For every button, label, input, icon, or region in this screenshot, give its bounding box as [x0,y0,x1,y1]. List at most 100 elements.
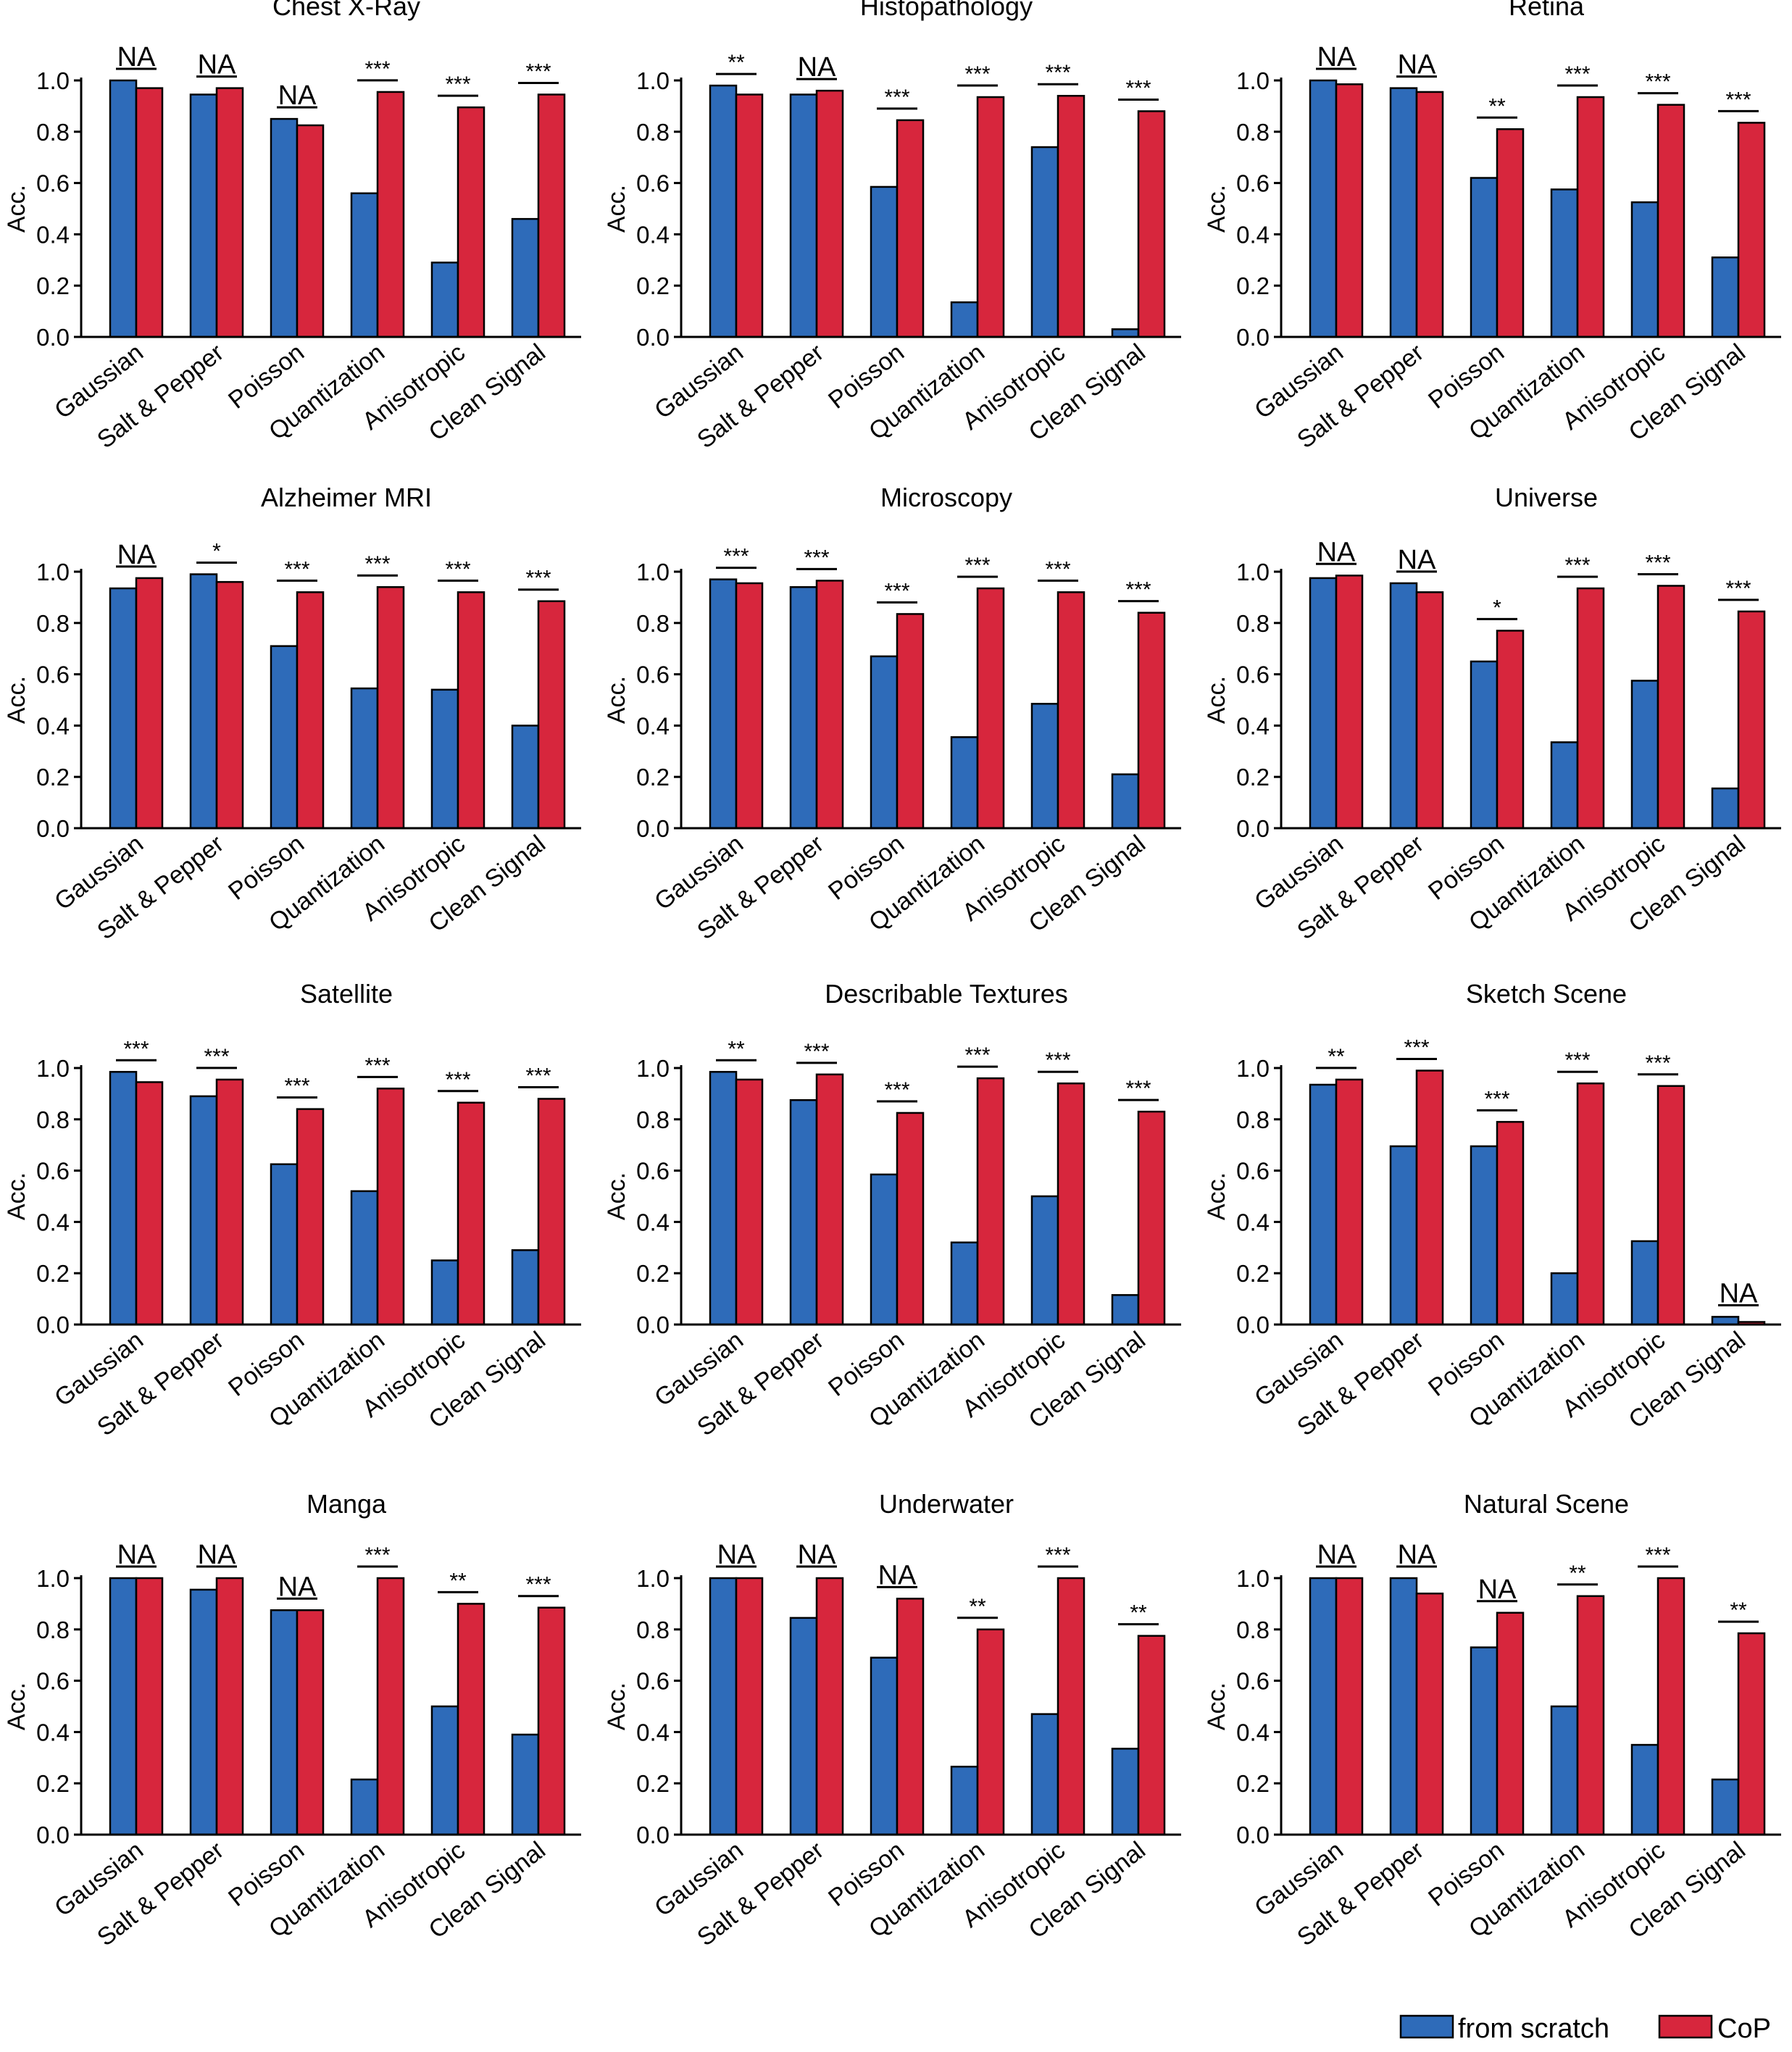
bar-cop-salt-pepper [215,1577,244,1836]
bar-cop-poisson [896,1598,925,1836]
significance-label: *** [1645,70,1670,94]
bar-cop-quantization [376,1577,405,1836]
significance-label: *** [884,1078,909,1102]
bar-cop-anisotropic [457,591,485,830]
significance-label: *** [284,1075,309,1098]
y-tick-label: 0.2 [1236,1770,1270,1797]
bar-cop-poisson [296,124,325,338]
bar-from-scratch-quantization [350,1190,379,1326]
y-tick-label: 0.6 [636,1668,670,1695]
bar-from-scratch-gaussian [1309,577,1338,830]
bar-from-scratch-anisotropic [430,1705,459,1836]
significance-label: *** [964,1043,990,1067]
bar-from-scratch-gaussian [109,79,138,338]
bar-cop-poisson [896,613,925,830]
significance-label: NA [1398,50,1436,80]
y-tick-label: 0.8 [1236,119,1270,146]
bar-from-scratch-salt-pepper [189,93,218,338]
y-tick-label: 0.6 [1236,170,1270,197]
bar-from-scratch-clean-signal [1111,1748,1140,1836]
significance-label: *** [1125,578,1151,602]
bar-from-scratch-salt-pepper [1389,1145,1418,1326]
panel-title: Chest X-Ray [272,0,420,21]
bar-from-scratch-salt-pepper [789,1617,818,1836]
bar-from-scratch-clean-signal [1711,256,1740,338]
significance-label: *** [1725,88,1751,112]
y-tick-label: 1.0 [36,1055,70,1082]
bar-cop-gaussian [735,1078,764,1326]
bar-cop-anisotropic [1057,94,1085,338]
bar-cop-poisson [1496,128,1525,338]
bar-cop-clean-signal [537,93,566,338]
significance-label: ** [1730,1598,1747,1622]
bar-cop-poisson [296,591,325,830]
bar-cop-quantization [1576,1082,1605,1326]
y-tick-label: 1.0 [636,67,670,94]
significance-label: NA [1317,537,1356,567]
panel-title: Natural Scene [1464,1489,1629,1519]
bar-from-scratch-quantization [950,736,979,830]
significance-label: ** [1488,94,1506,118]
significance-label: NA [198,1540,236,1570]
y-tick-label: 0.6 [36,1158,70,1185]
significance-label: ** [1130,1601,1147,1625]
significance-label: NA [117,1540,156,1570]
panel-title: Retina [1509,0,1585,21]
bar-cop-salt-pepper [815,1577,844,1836]
bar-cop-quantization [976,1628,1005,1836]
y-tick-label: 0.0 [36,1822,70,1848]
bar-cop-clean-signal [537,1606,566,1836]
y-tick-label: 0.0 [636,1311,670,1338]
bar-cop-quantization [976,1077,1005,1326]
significance-label: *** [445,1068,470,1092]
bar-cop-anisotropic [1656,585,1685,830]
panel-title: Underwater [879,1489,1014,1519]
significance-label: *** [364,1543,390,1567]
significance-label: *** [525,1573,551,1597]
bar-cop-quantization [376,585,405,830]
significance-label: *** [123,1037,149,1061]
y-tick-label: 0.0 [636,324,670,351]
significance-label: *** [804,1040,829,1064]
panel-chest-x-ray: Chest X-RayAcc.0.00.20.40.60.81.0Gaussia… [3,0,581,454]
y-tick-label: 0.8 [636,1106,670,1133]
bar-cop-salt-pepper [815,580,844,830]
bar-cop-clean-signal [1137,612,1166,830]
bar-from-scratch-poisson [870,655,899,830]
y-tick-label: 0.4 [36,1209,70,1235]
y-tick-label: 0.8 [636,610,670,637]
panel-title: Sketch Scene [1466,979,1627,1009]
y-tick-label: 1.0 [36,559,70,585]
panel-retina: RetinaAcc.0.00.20.40.60.81.0GaussianNASa… [1203,0,1781,454]
y-tick-label: 0.0 [1236,1822,1270,1848]
y-tick-label: 0.8 [1236,1617,1270,1643]
bar-from-scratch-anisotropic [1630,1743,1659,1836]
bar-from-scratch-anisotropic [430,688,459,830]
bar-cop-poisson [1496,630,1525,830]
y-tick-label: 1.0 [1236,559,1270,585]
significance-label: *** [364,57,390,81]
bar-from-scratch-salt-pepper [1389,582,1418,830]
significance-label: *** [884,86,909,109]
y-tick-label: 0.4 [1236,1719,1270,1746]
bar-cop-quantization [1576,96,1605,338]
bar-cop-anisotropic [1656,104,1685,338]
significance-label: NA [1720,1278,1758,1309]
y-tick-label: 0.0 [36,1311,70,1338]
significance-label: *** [445,557,470,581]
y-tick-label: 0.4 [636,1719,670,1746]
bar-from-scratch-anisotropic [1630,1240,1659,1326]
significance-label: *** [1045,1048,1070,1072]
bar-from-scratch-salt-pepper [189,1095,218,1326]
bar-cop-clean-signal [537,1098,566,1326]
significance-label: NA [198,50,236,80]
bar-from-scratch-anisotropic [1030,1713,1059,1836]
bar-cop-quantization [976,587,1005,830]
bar-cop-poisson [296,1108,325,1326]
y-tick-label: 0.6 [1236,662,1270,688]
significance-label: *** [1645,1543,1670,1567]
bar-from-scratch-poisson [1470,177,1499,338]
bar-cop-quantization [376,91,405,338]
significance-label: *** [445,72,470,96]
bar-from-scratch-salt-pepper [789,1099,818,1326]
